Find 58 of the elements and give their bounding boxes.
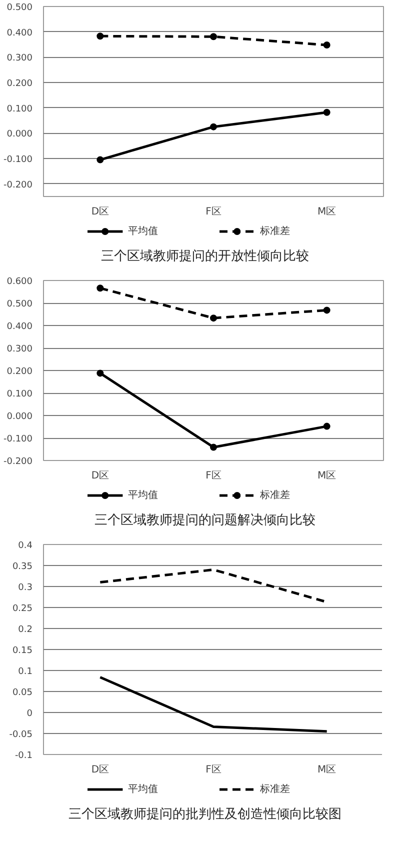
point — [96, 284, 104, 292]
y-tick-label: 0.400 — [6, 28, 33, 38]
y-tick-label: 0.1 — [18, 667, 33, 677]
point — [96, 156, 104, 164]
y-tick-label: 0.000 — [6, 130, 33, 140]
y-tick-label: 0.3 — [18, 583, 33, 593]
x-tick-label: M区 — [318, 206, 336, 218]
x-tick-label: F区 — [206, 470, 222, 482]
y-tick-label: 0.000 — [6, 412, 33, 422]
point — [323, 306, 330, 314]
legend-label: 标准差 — [258, 225, 290, 237]
y-tick-label: -0.100 — [3, 155, 33, 165]
x-tick-label: F区 — [206, 764, 222, 776]
y-tick-label: 0.600 — [6, 277, 33, 287]
point — [323, 422, 330, 430]
y-tick-label: 0.100 — [6, 104, 33, 114]
point — [210, 444, 217, 451]
y-tick-label: 0.100 — [6, 390, 33, 400]
y-tick-label: 0.200 — [6, 79, 33, 89]
point — [96, 370, 104, 377]
x-tick-label: M区 — [318, 470, 336, 482]
legend-label: 标准差 — [258, 783, 290, 795]
y-tick-label: 0.2 — [18, 625, 33, 635]
y-tick-label: -0.1 — [14, 751, 32, 761]
y-tick-label: 0.500 — [6, 3, 33, 13]
text: 三个区域教师提问的问题解决倾向比较 — [94, 511, 316, 529]
y-tick-label: -0.100 — [3, 434, 33, 444]
legend-label: 标准差 — [258, 489, 290, 501]
y-tick-label: 0.05 — [12, 688, 33, 698]
x-tick-label: M区 — [318, 764, 336, 776]
y-tick-label: -0.200 — [3, 457, 33, 467]
x-tick-label: D区 — [91, 470, 110, 482]
y-tick-label: 0.300 — [6, 54, 33, 64]
y-tick-label: 0.400 — [6, 322, 33, 332]
y-tick-label: 0.15 — [12, 646, 33, 656]
text: 三个区域教师提问的批判性及创造性倾向比较图 — [68, 805, 342, 823]
text: 三个区域教师提问的开放性倾向比较 — [101, 247, 309, 265]
point — [96, 32, 104, 40]
y-tick-label: 0.4 — [18, 541, 33, 551]
point — [323, 108, 330, 116]
point — [323, 42, 330, 48]
y-tick-label: -0.200 — [3, 180, 33, 190]
y-tick-label: 0.300 — [6, 344, 33, 354]
y-tick-label: 0.200 — [6, 367, 33, 377]
y-tick-label: 0 — [26, 709, 33, 719]
y-tick-label: -0.05 — [9, 730, 33, 740]
y-tick-label: 0.500 — [6, 300, 33, 310]
legend-label: 平均值 — [128, 783, 158, 795]
point — [210, 314, 217, 322]
x-tick-label: D区 — [91, 764, 110, 776]
point — [210, 123, 217, 130]
x-tick-label: D区 — [91, 206, 110, 218]
y-tick-label: 0.35 — [12, 562, 33, 572]
legend-label: 平均值 — [128, 489, 158, 501]
y-tick-label: 0.25 — [12, 604, 33, 614]
x-tick-label: F区 — [206, 206, 222, 218]
legend-label: 平均值 — [128, 225, 158, 237]
point — [210, 33, 217, 40]
